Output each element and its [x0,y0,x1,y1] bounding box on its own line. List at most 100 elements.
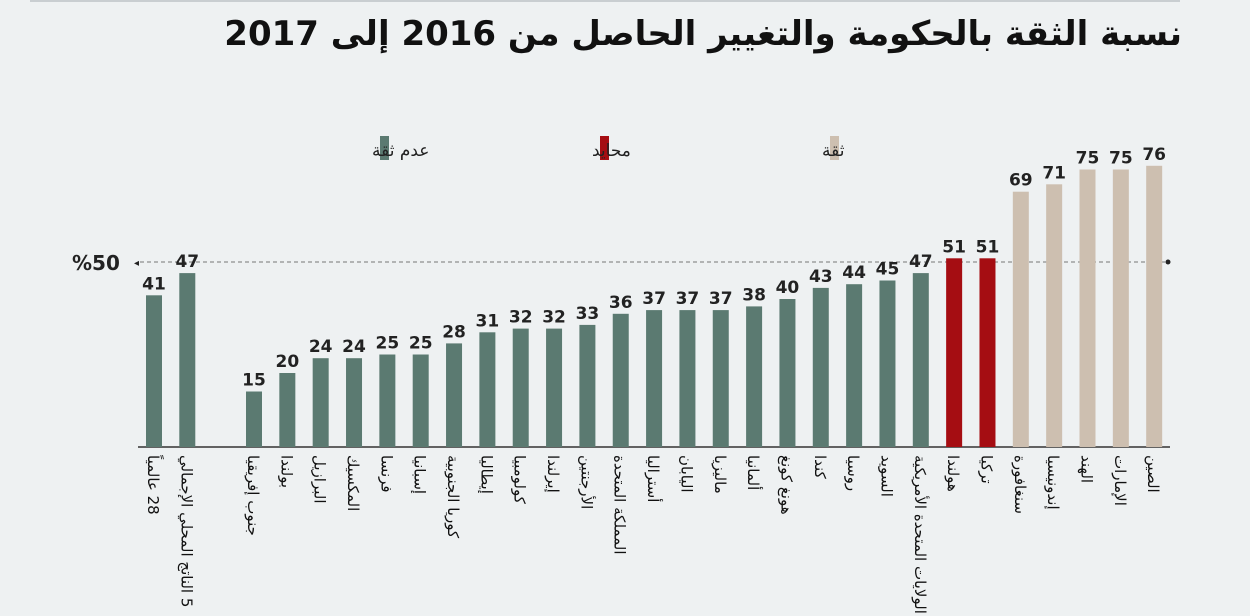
data-label: 37 [642,289,666,309]
legend-swatch [600,136,609,160]
category-label: هولندا [944,455,962,492]
bar [479,332,496,447]
bar [779,299,796,447]
category-label: سنغافورة [1011,455,1029,514]
bar [812,287,829,447]
data-label: 71 [1042,163,1066,183]
category-label: إسبانيا [411,455,429,494]
bar [712,310,729,447]
bar [746,306,763,447]
category-label: إيطاليا [477,455,495,494]
legend-swatch [380,136,389,160]
data-label: 33 [576,304,600,324]
data-label: 31 [476,311,500,331]
category-label: هونغ كونغ [777,455,795,515]
category-label: كوريا الجنوبية [444,455,462,539]
category-label: الولايات المتحدة الأمريكية [911,455,930,614]
bar [1146,165,1163,448]
category-label: كندا [811,455,829,480]
category-label: بولندا [277,455,295,488]
bar [346,358,363,447]
bar [1012,191,1029,447]
bar [512,328,529,447]
bar [546,328,563,447]
data-label: 51 [976,237,1000,257]
category-label: روسيا [844,455,862,491]
category-label: كولومبيا [511,455,529,505]
category-label: جنوب إفريقيا [244,455,262,536]
top-divider [30,0,1180,2]
data-label: 43 [809,267,833,287]
data-label: 47 [175,252,199,272]
category-label: إيرلندا [544,455,562,493]
bar [246,391,262,447]
data-label: 37 [676,289,700,309]
category-label: السويد [877,455,895,497]
data-label: 69 [1009,171,1033,191]
bar [312,358,329,447]
bar [446,343,463,447]
bar [379,354,396,447]
category-label: البرازيل [311,455,329,504]
data-label: 44 [842,263,866,283]
data-label: 47 [909,252,933,272]
category-label: الأرجنتين [577,455,596,509]
data-label: 24 [342,337,366,357]
data-label: 25 [409,334,433,354]
data-label: 38 [742,285,766,305]
category-label: 28 عالمياً [144,454,164,514]
bar [912,273,929,447]
category-label: الصين [1144,455,1162,493]
category-label: تركيا [977,455,995,484]
category-label: ماليزيا [711,455,729,494]
category-label: الإمارات [1111,455,1129,506]
bar [846,284,863,447]
bar [979,258,996,447]
legend-label: محايد [592,141,631,161]
data-label: 75 [1109,149,1133,169]
data-label: 24 [309,337,333,357]
reference-label: %50 [72,251,120,275]
data-label: 75 [1076,149,1100,169]
bar [879,280,896,447]
bar [646,310,663,447]
bar [612,313,629,447]
category-label: المكسيك [344,455,362,511]
category-label: 5 الناتج المحلي الإجمالي [176,455,195,607]
bar [946,258,963,447]
data-label: 25 [376,334,400,354]
legend-label: ثقة [822,141,845,161]
chart-title: نسبة الثقة بالحكومة والتغيير الحاصل من 2… [224,14,1182,54]
category-label: أستراليا [644,455,663,502]
bar [146,295,162,447]
legend-swatch [830,136,839,160]
data-label: 32 [509,308,533,328]
category-label: الهند [1078,455,1096,483]
data-label: 36 [609,293,633,313]
reference-arrow: ◂ [134,258,139,269]
data-label: 15 [242,371,266,391]
category-label: المملكة المتحدة [611,455,629,555]
bar [179,273,196,447]
data-label: 32 [542,308,566,328]
category-label: فرنسا [377,455,395,493]
bar [279,373,296,447]
data-label: 76 [1142,145,1166,165]
data-label: 51 [942,237,966,257]
bar [1046,184,1063,448]
reference-dot [1165,259,1171,265]
category-label: إندونيسيا [1044,455,1062,510]
data-label: 20 [276,352,300,372]
data-label: 45 [876,260,900,280]
bar [679,310,696,447]
bar [1112,169,1129,447]
data-label: 41 [142,274,166,294]
bar [579,324,596,447]
data-label: 37 [709,289,733,309]
bar [1079,169,1096,447]
data-label: 40 [776,278,800,298]
data-label: 28 [442,322,466,342]
bar [412,354,429,447]
